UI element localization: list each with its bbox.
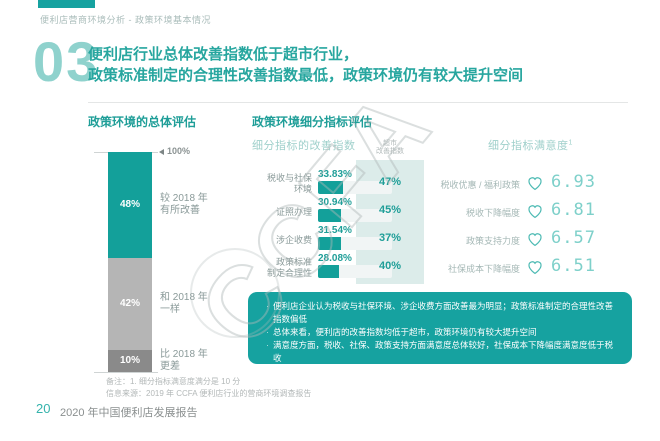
- headline-line2: 政策标准制定的合理性改善指数最低，政策环境仍有较大提升空间: [88, 67, 524, 84]
- indicator-label: 税收与社保 环境: [266, 173, 312, 194]
- improve-bar-fill: [318, 237, 342, 250]
- accent-bar: [38, 0, 95, 8]
- summary-bullet: 便利店企业认为税收与社保环境、涉企收费方面改善最为明显；政策标准制定的合理性改善…: [266, 300, 620, 326]
- improve-bar-fill: [318, 209, 341, 222]
- segment-label-improved: 较 2018 年 有所改善: [160, 192, 208, 216]
- satisfaction-score: 6.81: [551, 200, 596, 220]
- summary-callout: 便利店企业认为税收与社保环境、涉企收费方面改善最为明显；政策标准制定的合理性改善…: [248, 292, 632, 364]
- supermarket-column-heading: 超市 改善指数: [376, 140, 404, 155]
- summary-bullet-list: 便利店企业认为税收与社保环境、涉企收费方面改善最为明显；政策标准制定的合理性改善…: [266, 300, 620, 365]
- segment-label-worse: 比 2018 年 更差: [160, 348, 208, 372]
- improve-value: 33.83%: [318, 169, 352, 180]
- segment-value: 48%: [119, 199, 140, 211]
- satisfaction-score: 6.57: [551, 228, 596, 248]
- segment-same: 42%: [108, 257, 152, 350]
- segment-label-same: 和 2018 年 一样: [160, 291, 208, 315]
- improve-bar-track: [318, 237, 392, 250]
- overall-chart-title: 政策环境的总体评估: [88, 115, 197, 129]
- satisfaction-heading-text: 细分指标满意度: [488, 140, 569, 152]
- header-divider: [88, 102, 628, 103]
- axis-max-marker: [159, 149, 164, 155]
- segment-value: 42%: [119, 298, 140, 310]
- detail-section-title: 政策环境细分指标评估: [252, 115, 373, 129]
- supermarket-value: 37%: [378, 232, 402, 244]
- segment-value: 10%: [119, 355, 140, 367]
- segment-improved: 48%: [108, 152, 152, 258]
- segment-worse: 10%: [108, 349, 152, 372]
- source-note: 信息来源：2019 年 CCFA 便利店行业的营商环境调查报告: [106, 389, 312, 398]
- indicator-row: 政策标准 制定合理性 28.08% 40% 社保成本下降幅度 6.51: [0, 253, 660, 282]
- stacked-bar: 48% 42% 10%: [108, 152, 152, 372]
- indicator-row: 涉企收费 31.54% 37% 政策支持力度 6.57: [0, 225, 660, 254]
- satisfaction-label: 社保成本下降幅度: [447, 263, 520, 274]
- report-footer-title: 2020 年中国便利店发展报告: [60, 407, 198, 419]
- improve-bar-track: [318, 181, 392, 194]
- satisfaction-label: 税收下降幅度: [465, 207, 520, 218]
- improve-bar-track: [318, 265, 392, 278]
- improve-value: 31.54%: [318, 225, 352, 236]
- indicator-row: 税收与社保 环境 33.83% 47% 税收优惠 / 福利政策 6.93: [0, 169, 660, 198]
- indicator-label: 政策标准 制定合理性: [266, 257, 312, 278]
- stacked-bar-labels: 较 2018 年 有所改善 和 2018 年 一样 比 2018 年 更差: [160, 152, 238, 372]
- satisfaction-heading-footnote-mark: 1: [568, 139, 573, 147]
- axis-max-label: 100%: [167, 146, 191, 156]
- supermarket-value: 40%: [378, 260, 402, 272]
- breadcrumb: 便利店营商环境分析 - 政策环境基本情况: [40, 15, 211, 25]
- improve-index-heading: 细分指标的改善指数: [252, 140, 356, 152]
- satisfaction-score: 6.51: [551, 256, 596, 276]
- summary-bullet: 满意度方面，税收、社保、政策支持方面满意度总体较好，社保成本下降幅度满意度低于税…: [266, 339, 620, 365]
- indicator-label: 证照办理: [275, 206, 312, 217]
- page-number: 20: [36, 401, 51, 416]
- heart-icon: [528, 261, 542, 275]
- improve-value: 28.08%: [318, 253, 352, 264]
- satisfaction-heading: 细分指标满意度1: [488, 137, 573, 153]
- summary-bullet: 总体来看，便利店的改善指数均低于超市，政策环境仍有较大提升空间: [266, 326, 620, 339]
- supermarket-column-panel: [356, 160, 424, 284]
- improve-bar-fill: [318, 265, 339, 278]
- supermarket-value: 47%: [378, 176, 402, 188]
- heart-icon: [528, 177, 542, 191]
- satisfaction-label: 政策支持力度: [465, 235, 520, 246]
- improve-value: 30.94%: [318, 197, 352, 208]
- satisfaction-score: 6.93: [551, 172, 596, 192]
- headline-line1: 便利店行业总体改善指数低于超市行业，: [88, 46, 359, 63]
- axis-base-line: [94, 372, 158, 373]
- improve-bar-fill: [318, 181, 344, 194]
- indicator-label: 涉企收费: [275, 234, 312, 245]
- page-title: 便利店行业总体改善指数低于超市行业， 政策标准制定的合理性改善指数最低，政策环境…: [88, 44, 628, 86]
- indicator-row: 证照办理 30.94% 45% 税收下降幅度 6.81: [0, 197, 660, 226]
- heart-icon: [528, 233, 542, 247]
- improve-bar-track: [318, 209, 392, 222]
- heart-icon: [528, 205, 542, 219]
- supermarket-value: 45%: [378, 204, 402, 216]
- satisfaction-label: 税收优惠 / 福利政策: [440, 179, 520, 190]
- footnote-1: 备注：1. 细分指标满意度满分是 10 分: [106, 377, 241, 386]
- section-number: 03: [33, 30, 100, 93]
